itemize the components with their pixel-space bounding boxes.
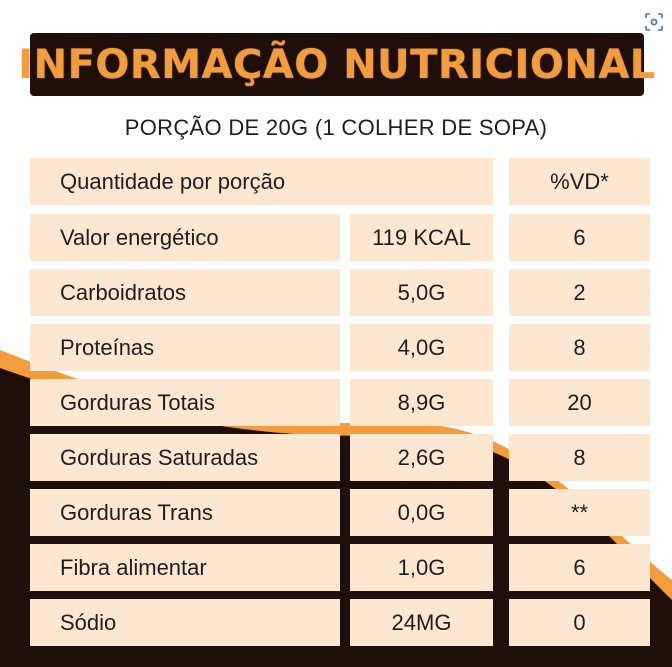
row-name: Gorduras Trans bbox=[30, 489, 340, 536]
row-vd: ** bbox=[509, 489, 650, 536]
serving-size: PORÇÃO DE 20G (1 COLHER DE SOPA) bbox=[124, 115, 548, 140]
page-title: INFORMAÇÃO NUTRICIONAL bbox=[18, 41, 656, 88]
header-vd-label: %VD* bbox=[509, 158, 650, 205]
row-name: Gorduras Totais bbox=[30, 379, 340, 426]
row-quantity: 8,9G bbox=[350, 379, 493, 426]
row-quantity: 5,0G bbox=[350, 269, 493, 316]
row-vd: 20 bbox=[509, 379, 650, 426]
row-quantity: 24MG bbox=[350, 599, 493, 646]
row-vd: 8 bbox=[509, 434, 650, 481]
row-vd: 0 bbox=[509, 599, 650, 646]
row-name: Gorduras Saturadas bbox=[30, 434, 340, 481]
header-quantity-label: Quantidade por porção bbox=[30, 158, 493, 205]
title-banner: INFORMAÇÃO NUTRICIONAL bbox=[18, 33, 655, 96]
row-name: Valor energético bbox=[30, 214, 340, 261]
row-quantity: 0,0G bbox=[350, 489, 493, 536]
row-vd: 6 bbox=[509, 214, 650, 261]
lens-search-button[interactable] bbox=[640, 8, 668, 36]
row-name: Sódio bbox=[30, 599, 340, 646]
lens-search-icon bbox=[645, 13, 663, 31]
row-quantity: 1,0G bbox=[350, 544, 493, 591]
row-name: Carboidratos bbox=[30, 269, 340, 316]
row-vd: 6 bbox=[509, 544, 650, 591]
row-quantity: 2,6G bbox=[350, 434, 493, 481]
row-name: Fibra alimentar bbox=[30, 544, 340, 591]
row-vd: 2 bbox=[509, 269, 650, 316]
row-name: Proteínas bbox=[30, 324, 340, 371]
row-vd: 8 bbox=[509, 324, 650, 371]
row-quantity: 4,0G bbox=[350, 324, 493, 371]
row-quantity: 119 KCAL bbox=[350, 214, 493, 261]
